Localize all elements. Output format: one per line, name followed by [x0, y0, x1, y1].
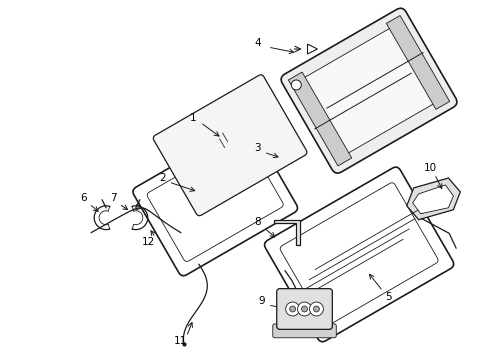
- FancyBboxPatch shape: [280, 183, 437, 326]
- Text: 12: 12: [142, 237, 155, 247]
- Circle shape: [297, 302, 311, 316]
- Circle shape: [313, 306, 319, 312]
- Circle shape: [301, 306, 307, 312]
- Text: 6: 6: [80, 193, 86, 203]
- Polygon shape: [412, 185, 452, 214]
- Text: 7: 7: [109, 193, 116, 203]
- Polygon shape: [406, 178, 459, 220]
- FancyBboxPatch shape: [133, 124, 297, 276]
- Circle shape: [285, 302, 299, 316]
- Polygon shape: [386, 15, 449, 109]
- FancyBboxPatch shape: [272, 324, 336, 338]
- Circle shape: [289, 306, 295, 312]
- FancyBboxPatch shape: [276, 289, 332, 329]
- FancyBboxPatch shape: [281, 8, 456, 173]
- Text: 11: 11: [174, 336, 187, 346]
- Polygon shape: [288, 72, 351, 166]
- Text: 9: 9: [258, 296, 264, 306]
- Text: 3: 3: [254, 143, 261, 153]
- Text: 4: 4: [254, 38, 261, 48]
- FancyBboxPatch shape: [296, 24, 440, 157]
- Text: 8: 8: [254, 217, 261, 227]
- Circle shape: [309, 302, 323, 316]
- Text: 5: 5: [385, 292, 391, 302]
- Text: 2: 2: [159, 173, 165, 183]
- FancyBboxPatch shape: [264, 167, 453, 342]
- Polygon shape: [273, 220, 299, 246]
- Text: 10: 10: [423, 163, 436, 173]
- Polygon shape: [307, 44, 317, 54]
- FancyBboxPatch shape: [153, 75, 306, 216]
- FancyBboxPatch shape: [147, 138, 283, 261]
- Circle shape: [291, 80, 301, 90]
- Text: 1: 1: [190, 113, 196, 123]
